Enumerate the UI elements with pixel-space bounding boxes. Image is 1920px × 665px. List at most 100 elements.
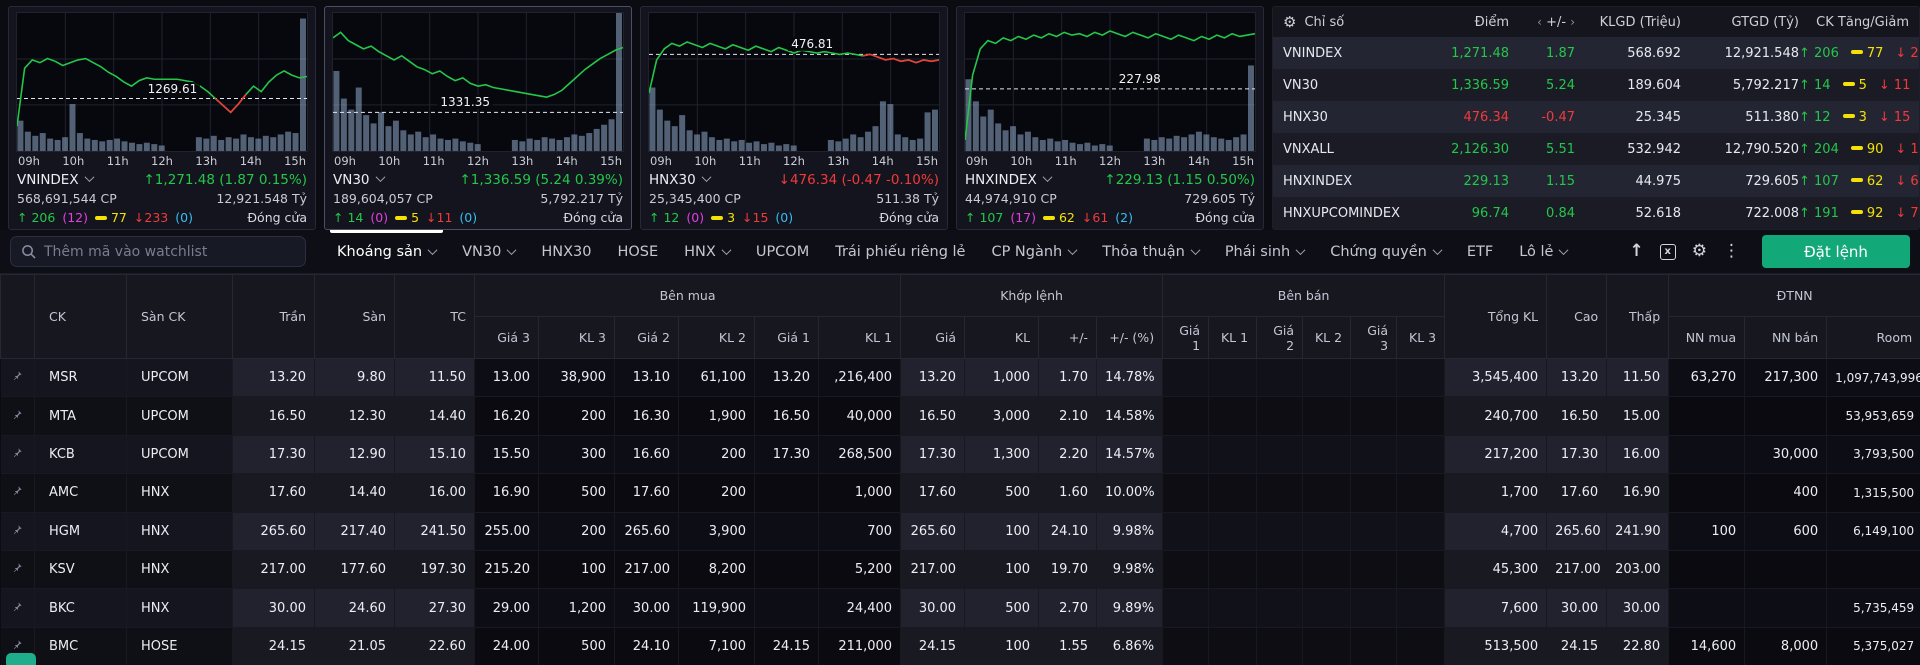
search-input[interactable] [44, 243, 295, 260]
cell-buy-vol-2[interactable]: 200 [678, 435, 755, 475]
cell-ceiling[interactable]: 17.60 [232, 473, 315, 513]
cell-buy-vol-3[interactable]: 200 [538, 512, 615, 551]
cell-match-price[interactable]: 17.60 [900, 473, 966, 513]
tab-hose[interactable]: HOSE [617, 243, 659, 260]
index-name-dropdown[interactable]: HNX30 [649, 172, 712, 188]
cell-buy-vol-1[interactable]: 1,000 [818, 473, 902, 513]
cell-floor[interactable]: 12.90 [314, 435, 395, 475]
cell-buy-price-1[interactable]: 17.30 [754, 435, 819, 475]
cell-sell-price-2[interactable] [1256, 550, 1304, 590]
cell-symbol[interactable]: KSV [34, 550, 127, 590]
pin-button[interactable] [0, 512, 35, 551]
cell-reference[interactable]: 241.50 [394, 512, 475, 551]
cell-buy-price-3[interactable]: 255.00 [474, 512, 539, 551]
index-row[interactable]: VNXALL 2,126.30 5.51 532.942 12,790.520 ↑ 204… [1273, 133, 1919, 165]
upload-icon[interactable]: ↑ [1629, 241, 1644, 261]
cell-match-change[interactable]: 1.60 [1038, 473, 1098, 513]
cell-sell-price-2[interactable] [1256, 358, 1304, 398]
cell-buy-price-1[interactable]: 13.20 [754, 358, 819, 398]
cell-buy-vol-2[interactable]: 3,900 [678, 512, 755, 551]
search-box[interactable] [10, 236, 306, 267]
cell-sell-price-1[interactable] [1162, 358, 1210, 398]
cell-buy-vol-1[interactable]: 211,000 [818, 627, 902, 665]
pin-button[interactable] [0, 396, 35, 436]
cell-reference[interactable]: 197.30 [394, 550, 475, 590]
index-row[interactable]: HNX30 476.34 -0.47 25.345 511.380 ↑ 12 3 ↓ 15 [1273, 101, 1919, 133]
pin-button[interactable] [0, 588, 35, 628]
col-change[interactable]: ‹ +/- › [1537, 14, 1575, 30]
cell-match-change-pct[interactable]: 6.86% [1096, 627, 1164, 665]
tab-khoáng-sản[interactable]: Khoáng sản [324, 229, 449, 274]
excel-export-icon[interactable]: x [1659, 243, 1676, 260]
index-name-dropdown[interactable]: VNINDEX [17, 172, 95, 188]
cell-sell-vol-3[interactable] [1396, 512, 1446, 551]
pin-button[interactable] [0, 550, 35, 590]
cell-symbol[interactable]: MSR [34, 358, 127, 398]
pin-button[interactable] [0, 473, 35, 513]
cell-match-change-pct[interactable]: 14.78% [1096, 358, 1164, 398]
cell-match-vol[interactable]: 100 [964, 512, 1040, 551]
cell-sell-vol-3[interactable] [1396, 550, 1446, 590]
cell-buy-price-2[interactable]: 13.10 [614, 358, 679, 398]
pin-button[interactable] [0, 435, 35, 475]
cell-ceiling[interactable]: 265.60 [232, 512, 315, 551]
cell-buy-vol-1[interactable]: ,216,400 [818, 358, 902, 398]
cell-buy-vol-1[interactable]: 5,200 [818, 550, 902, 590]
cell-sell-vol-1[interactable] [1208, 358, 1258, 398]
tab-upcom[interactable]: UPCOM [755, 243, 810, 260]
cell-reference[interactable]: 16.00 [394, 473, 475, 513]
cell-symbol[interactable]: BKC [34, 588, 127, 628]
cell-buy-price-3[interactable]: 29.00 [474, 588, 539, 628]
cell-ceiling[interactable]: 16.50 [232, 396, 315, 436]
cell-symbol[interactable]: AMC [34, 473, 127, 513]
index-row[interactable]: HNXINDEX 229.13 1.15 44.975 729.605 ↑ 107 62 ↓ … [1273, 165, 1919, 197]
index-name-dropdown[interactable]: VN30 [333, 172, 385, 188]
cell-reference[interactable]: 15.10 [394, 435, 475, 475]
cell-match-change[interactable]: 2.70 [1038, 588, 1098, 628]
cell-buy-price-3[interactable]: 215.20 [474, 550, 539, 590]
tab-phái-sinh[interactable]: Phái sinh [1212, 230, 1317, 274]
cell-floor[interactable]: 14.40 [314, 473, 395, 513]
cell-match-price[interactable]: 24.15 [900, 627, 966, 665]
cell-sell-vol-1[interactable] [1208, 396, 1258, 436]
index-row[interactable]: VN30 1,336.59 5.24 189.604 5,792.217 ↑ 14 5 ↓ 1… [1273, 69, 1919, 101]
cell-sell-price-1[interactable] [1162, 588, 1210, 628]
cell-sell-price-1[interactable] [1162, 627, 1210, 665]
cell-ceiling[interactable]: 17.30 [232, 435, 315, 475]
cell-buy-vol-1[interactable]: 268,500 [818, 435, 902, 475]
cell-match-change[interactable]: 2.20 [1038, 435, 1098, 475]
cell-floor[interactable]: 24.60 [314, 588, 395, 628]
cell-match-price[interactable]: 16.50 [900, 396, 966, 436]
cell-sell-vol-3[interactable] [1396, 435, 1446, 475]
cell-match-vol[interactable]: 100 [964, 550, 1040, 590]
cell-buy-vol-2[interactable]: 119,900 [678, 588, 755, 628]
cell-sell-vol-2[interactable] [1302, 358, 1352, 398]
cell-match-vol[interactable]: 1,300 [964, 435, 1040, 475]
cell-sell-vol-3[interactable] [1396, 396, 1446, 436]
cell-match-vol[interactable]: 1,000 [964, 358, 1040, 398]
cell-buy-price-1[interactable] [754, 588, 819, 628]
cell-sell-vol-1[interactable] [1208, 473, 1258, 513]
cell-match-change-pct[interactable]: 9.89% [1096, 588, 1164, 628]
cell-sell-vol-3[interactable] [1396, 627, 1446, 665]
cell-match-change[interactable]: 19.70 [1038, 550, 1098, 590]
cell-sell-vol-2[interactable] [1302, 588, 1352, 628]
cell-sell-price-3[interactable] [1350, 550, 1398, 590]
cell-buy-price-1[interactable] [754, 473, 819, 513]
pin-button[interactable] [0, 358, 35, 398]
cell-match-vol[interactable]: 3,000 [964, 396, 1040, 436]
cell-match-price[interactable]: 217.00 [900, 550, 966, 590]
cell-match-change-pct[interactable]: 10.00% [1096, 473, 1164, 513]
cell-buy-vol-3[interactable]: 500 [538, 627, 615, 665]
cell-buy-price-1[interactable]: 16.50 [754, 396, 819, 436]
cell-ceiling[interactable]: 13.20 [232, 358, 315, 398]
tab-lô-lẻ[interactable]: Lô lẻ [1506, 230, 1580, 274]
cell-sell-price-1[interactable] [1162, 473, 1210, 513]
cell-buy-price-3[interactable]: 15.50 [474, 435, 539, 475]
cell-ceiling[interactable]: 30.00 [232, 588, 315, 628]
cell-buy-price-2[interactable]: 17.60 [614, 473, 679, 513]
cell-sell-price-1[interactable] [1162, 396, 1210, 436]
tab-hnx30[interactable]: HNX30 [541, 243, 592, 260]
cell-buy-price-2[interactable]: 16.60 [614, 435, 679, 475]
chat-widget[interactable] [6, 653, 36, 665]
